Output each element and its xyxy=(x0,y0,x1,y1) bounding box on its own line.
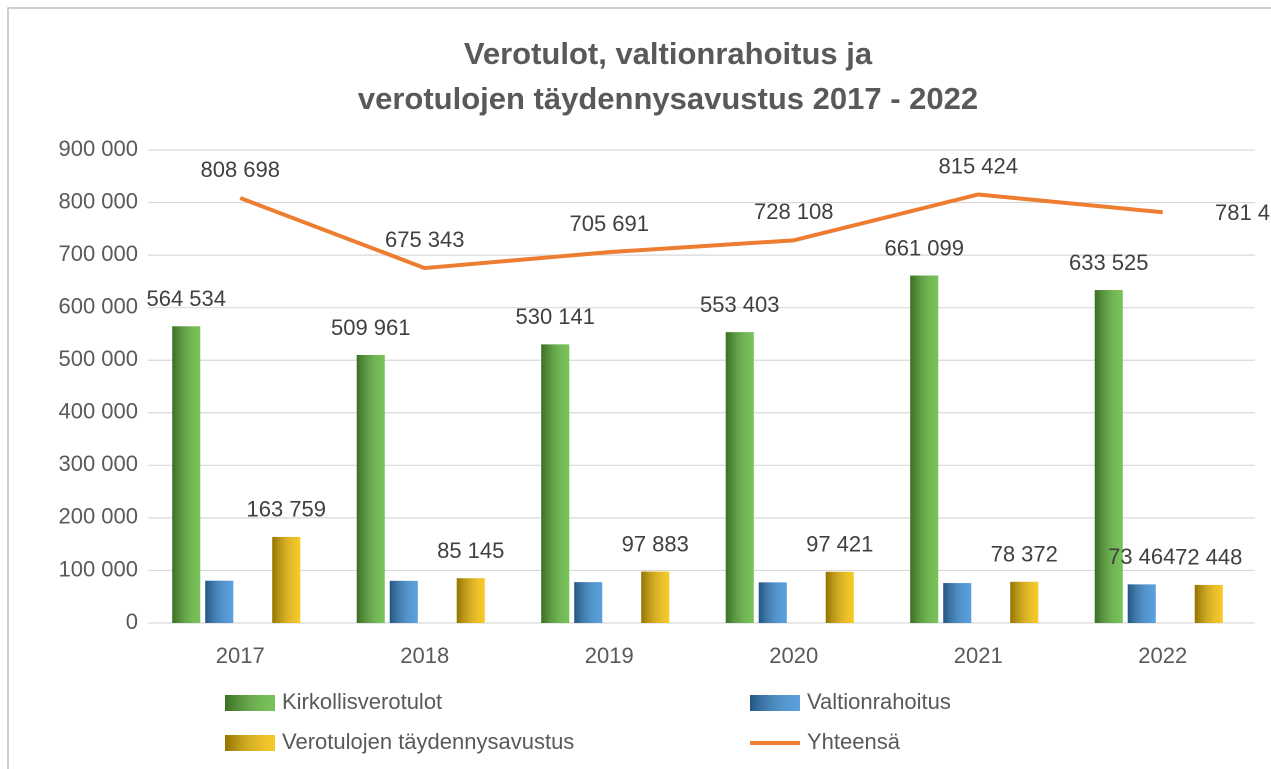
data-label: 781 459 xyxy=(1215,200,1271,225)
data-label: 78 372 xyxy=(991,542,1058,567)
data-label: 564 534 xyxy=(146,286,226,311)
bar-shade xyxy=(574,582,603,623)
data-label: 633 525 xyxy=(1069,250,1149,275)
bar-shade xyxy=(1094,290,1123,623)
bar-shade xyxy=(205,580,234,623)
data-label: 163 759 xyxy=(246,497,326,522)
x-tick-label: 2019 xyxy=(585,643,634,668)
bar-shade xyxy=(825,571,854,623)
chart-border xyxy=(7,7,1271,769)
legend-swatch-shade xyxy=(225,735,275,751)
data-label: 815 424 xyxy=(938,153,1018,178)
data-label: 97 883 xyxy=(622,531,689,556)
data-label: 808 698 xyxy=(200,157,280,182)
y-tick-label: 200 000 xyxy=(58,504,138,529)
y-tick-label: 400 000 xyxy=(58,399,138,424)
legend-label: Kirkollisverotulot xyxy=(282,689,442,714)
data-label: 509 961 xyxy=(331,315,411,340)
data-label: 661 099 xyxy=(884,235,964,260)
x-tick-label: 2020 xyxy=(769,643,818,668)
bar-shade xyxy=(943,583,972,623)
bar-shade xyxy=(172,326,201,623)
y-tick-label: 600 000 xyxy=(58,293,138,318)
bar-shade xyxy=(1010,581,1039,623)
data-label: 73 464 xyxy=(1108,544,1175,569)
x-tick-label: 2018 xyxy=(400,643,449,668)
x-tick-label: 2021 xyxy=(954,643,1003,668)
legend-label: Verotulojen täydennysavustus xyxy=(282,729,574,754)
chart-title: verotulojen täydennysavustus 2017 - 2022 xyxy=(358,81,978,116)
data-label: 728 108 xyxy=(754,199,834,224)
bar-shade xyxy=(1194,584,1223,623)
legend-swatch-shade xyxy=(750,695,800,711)
bar-shade xyxy=(272,536,301,623)
data-label: 530 141 xyxy=(515,304,595,329)
bar-shade xyxy=(389,580,418,623)
bar-shade xyxy=(758,582,787,623)
legend-label: Valtionrahoitus xyxy=(807,689,951,714)
data-label: 72 448 xyxy=(1175,545,1242,570)
y-tick-label: 500 000 xyxy=(58,346,138,371)
data-label: 705 691 xyxy=(569,211,649,236)
y-tick-label: 800 000 xyxy=(58,188,138,213)
y-tick-label: 300 000 xyxy=(58,451,138,476)
y-tick-label: 100 000 xyxy=(58,556,138,581)
y-tick-label: 700 000 xyxy=(58,241,138,266)
legend-label: Yhteensä xyxy=(807,729,901,754)
chart-title: Verotulot, valtionrahoitus ja xyxy=(464,36,873,71)
line xyxy=(239,192,1163,271)
bar-shade xyxy=(641,571,670,623)
legend-swatch-shade xyxy=(225,695,275,711)
data-label: 85 145 xyxy=(437,538,504,563)
y-tick-label: 900 000 xyxy=(58,136,138,161)
data-label: 675 343 xyxy=(385,227,465,252)
bar-shade xyxy=(910,275,939,623)
y-tick-label: 0 xyxy=(126,609,138,634)
data-label: 553 403 xyxy=(700,292,780,317)
x-tick-label: 2017 xyxy=(216,643,265,668)
bar-shade xyxy=(1127,584,1156,623)
bar-shade xyxy=(456,578,485,623)
data-label: 97 421 xyxy=(806,532,873,557)
bar-shade xyxy=(356,354,385,623)
bar-shade xyxy=(541,344,570,623)
bar-shade xyxy=(725,332,754,623)
x-tick-label: 2022 xyxy=(1138,643,1187,668)
